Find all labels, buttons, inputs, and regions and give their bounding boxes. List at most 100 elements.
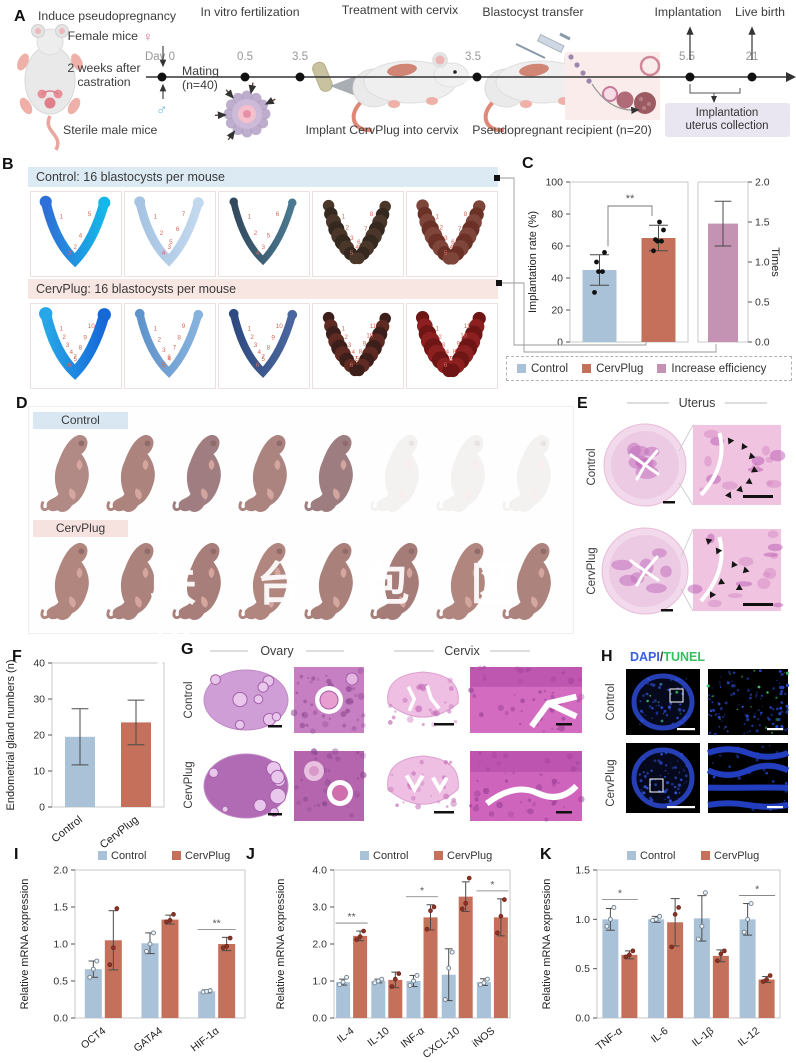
data-point — [392, 976, 398, 982]
legend-label: Increase efficiency — [671, 362, 767, 375]
data-point — [227, 935, 233, 941]
bar — [758, 979, 775, 1018]
implantation-site-number: 4 — [450, 244, 454, 251]
uterus-histology-panel: Uterus Control CervPlug — [586, 396, 786, 615]
implantation-site-number: 4 — [79, 233, 83, 240]
implantation-site-number: 4 — [162, 250, 166, 257]
implantation-site-number: 10 — [366, 332, 374, 339]
implantation-site-number: 1 — [247, 214, 251, 221]
implantation-site-number: 7 — [354, 356, 358, 363]
mrna-expression-chart-k: Control CervPlug 0.0 0.5 1.0 1.5 Relative mRNA… — [541, 850, 781, 1053]
svg-text:60: 60 — [551, 241, 563, 253]
implantation-site-number: 6 — [176, 226, 180, 233]
timeline-tick: 3.5 — [292, 51, 308, 63]
arrowhead-marker — [735, 583, 743, 591]
pup-figure — [106, 543, 155, 620]
implantation-site-number: 1 — [435, 214, 439, 221]
pup-figure — [40, 435, 89, 512]
data-point — [760, 979, 766, 984]
timeline-dot — [472, 72, 482, 82]
data-point — [659, 238, 664, 244]
svg-text:2 weeks after: 2 weeks after — [67, 61, 140, 75]
legend-label: CervPlug — [596, 362, 644, 375]
endometrial-gland-chart: 0 10 20 30 40 Endometrial gland numbers (n) Co… — [5, 658, 165, 851]
bar — [141, 943, 159, 1018]
panel-title: Uterus — [679, 396, 716, 410]
svg-text:IL-6: IL-6 — [649, 1025, 671, 1046]
svg-text:4.0: 4.0 — [312, 865, 327, 877]
bar — [84, 969, 102, 1018]
data-point — [653, 237, 658, 242]
panel-label-j: J — [246, 846, 255, 863]
step-title: Treatment with cervix — [342, 3, 459, 17]
svg-text:20: 20 — [33, 730, 45, 742]
legend-swatch — [517, 364, 526, 373]
timeline-dot — [685, 72, 695, 82]
svg-text:TNF-α: TNF-α — [594, 1025, 625, 1053]
implantation-site-number: 4 — [351, 349, 355, 356]
svg-text:IL-4: IL-4 — [335, 1025, 357, 1046]
legend-item: Increase efficiency — [657, 363, 766, 375]
implantation-site-number: 4 — [168, 356, 172, 363]
svg-text:Relative mRNA expression: Relative mRNA expression — [19, 879, 31, 1010]
implantation-site-number: 7 — [448, 356, 452, 363]
data-point — [630, 948, 636, 954]
bar — [693, 918, 710, 1018]
bar — [218, 944, 236, 1018]
timeline-tick: 5.5 — [679, 51, 695, 63]
implantation-site-number: 2 — [250, 334, 254, 341]
pup-figure — [502, 435, 551, 512]
mouse-illustration — [351, 52, 473, 133]
data-point — [748, 901, 754, 906]
data-point — [676, 905, 681, 910]
implantation-site-number: 4 — [445, 349, 449, 356]
bar — [104, 940, 122, 1018]
legend-label: Control — [373, 850, 408, 862]
implantation-site-number: 7 — [73, 354, 77, 361]
cervplug-illustration — [312, 61, 356, 96]
data-point — [224, 943, 230, 949]
timeline-dot — [295, 72, 305, 82]
implantation-site-number: 3 — [442, 342, 446, 349]
bar — [371, 981, 386, 1018]
svg-text:GATA4: GATA4 — [132, 1025, 165, 1055]
data-point — [502, 897, 507, 902]
svg-text:INF-α: INF-α — [399, 1025, 427, 1051]
syringe-illustration — [515, 32, 571, 59]
bar — [388, 979, 403, 1018]
data-point — [431, 904, 437, 910]
significance-marker: * — [490, 879, 494, 891]
implantation-site-number: 3 — [66, 342, 70, 349]
uterus-image-cell: 1 2 3 4 5 6 7 8 9 10 11 — [406, 303, 498, 389]
data-point — [715, 958, 720, 964]
panel-label-e: E — [577, 395, 588, 412]
implantation-site-number: 6 — [68, 362, 72, 369]
legend-label: CervPlug — [714, 850, 759, 862]
oocyte-illustration — [215, 82, 276, 141]
implantation-site-number: 2 — [438, 334, 442, 341]
data-point — [414, 972, 420, 978]
panel-label-d: D — [16, 395, 28, 412]
implantation-site-number: 1 — [341, 326, 345, 333]
implantation-site-number: 5 — [267, 233, 271, 240]
svg-text:2.0: 2.0 — [312, 939, 327, 951]
implantation-site-number: 10 — [276, 323, 284, 330]
bar — [476, 982, 491, 1018]
legend-item: CervPlug — [582, 363, 643, 375]
mrna-expression-chart-j: Control CervPlug 0.0 1.0 2.0 3.0 4.0 Relative m… — [275, 850, 511, 1061]
data-point — [167, 917, 173, 923]
collection-box — [665, 103, 790, 137]
timeline-tick: 3.5 — [465, 51, 481, 63]
pup-figure — [436, 543, 485, 620]
legend-item: Control — [517, 363, 568, 375]
implantation-site-number: 1 — [153, 326, 157, 333]
svg-text:40: 40 — [33, 658, 45, 670]
fluorescence-inset-image — [708, 669, 788, 735]
timeline-tick: 0.5 — [237, 51, 253, 63]
arrowhead-marker — [718, 578, 726, 585]
implantation-site-number: 8 — [79, 345, 83, 352]
legend-swatch — [98, 851, 107, 860]
implantation-site-number: 7 — [364, 226, 368, 233]
implantation-site-number: 6 — [444, 362, 448, 369]
